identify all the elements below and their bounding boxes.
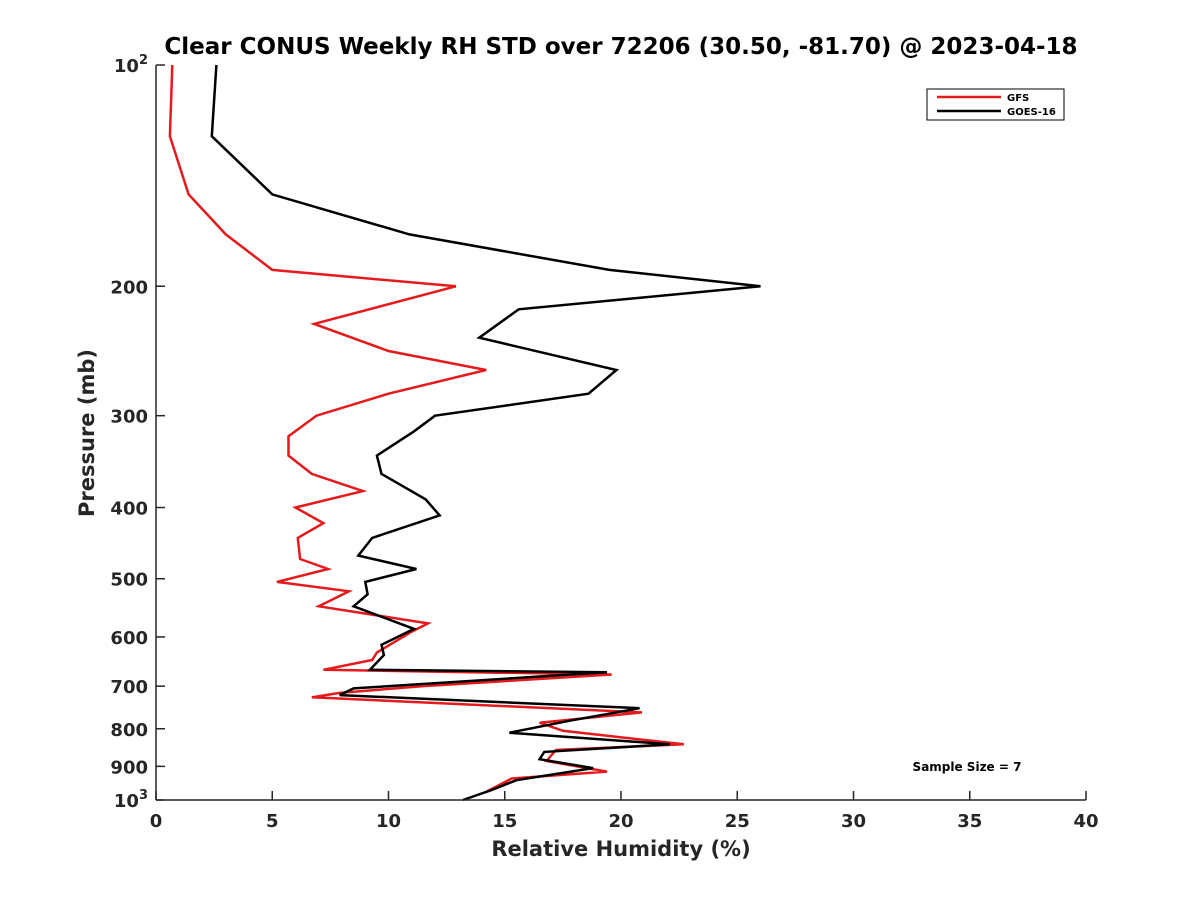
y-tick-label: 500 [110,570,148,591]
y-tick-label: 200 [110,277,148,298]
legend-box [926,88,1065,121]
x-tick-label: 35 [957,811,982,832]
legend-label-goes16: GOES-16 [1007,107,1056,118]
x-ticks: 0 5 10 15 20 25 30 35 40 [150,791,1099,832]
x-tick-label: 10 [376,811,401,832]
axes-background [156,65,1086,800]
y-tick-label: 600 [110,628,148,649]
x-tick-label: 5 [266,811,279,832]
series-layer [168,64,761,802]
x-tick-label: 30 [841,811,866,832]
y-tick-label: 300 [110,407,148,428]
y-tick-label: 800 [110,720,148,741]
sample-size-annotation: Sample Size = 7 [913,760,1022,774]
y-tick-label: 900 [110,757,148,778]
y-tick-label: 700 [110,677,148,698]
y-axis-label: Pressure (mb) [75,349,99,517]
plot-area [156,65,1086,800]
legend-label-gfs: GFS [1007,93,1029,104]
y-tick-label: 400 [110,499,148,520]
x-tick-label: 0 [150,811,163,832]
x-tick-label: 40 [1073,811,1098,832]
x-axis-label: Relative Humidity (%) [491,837,750,861]
legend: GFS GOES-16 [926,88,1065,121]
x-tick-label: 20 [608,811,633,832]
y-ticks: 102 200 300 400 500 600 700 800 900 103 [110,53,165,812]
y-tick-label: 103 [114,788,148,812]
series-line-goes16 [210,64,761,802]
x-tick-label: 15 [492,811,517,832]
y-tick-label: 102 [114,53,148,77]
chart-title: Clear CONUS Weekly RH STD over 72206 (30… [164,34,1077,60]
x-tick-label: 25 [725,811,750,832]
